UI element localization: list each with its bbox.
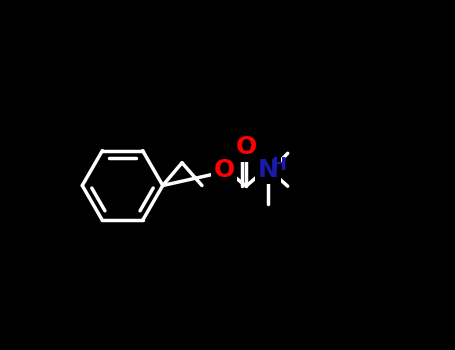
Text: O: O <box>235 135 257 159</box>
Text: N: N <box>258 158 278 182</box>
Text: O: O <box>213 158 235 182</box>
Text: H: H <box>272 155 287 174</box>
